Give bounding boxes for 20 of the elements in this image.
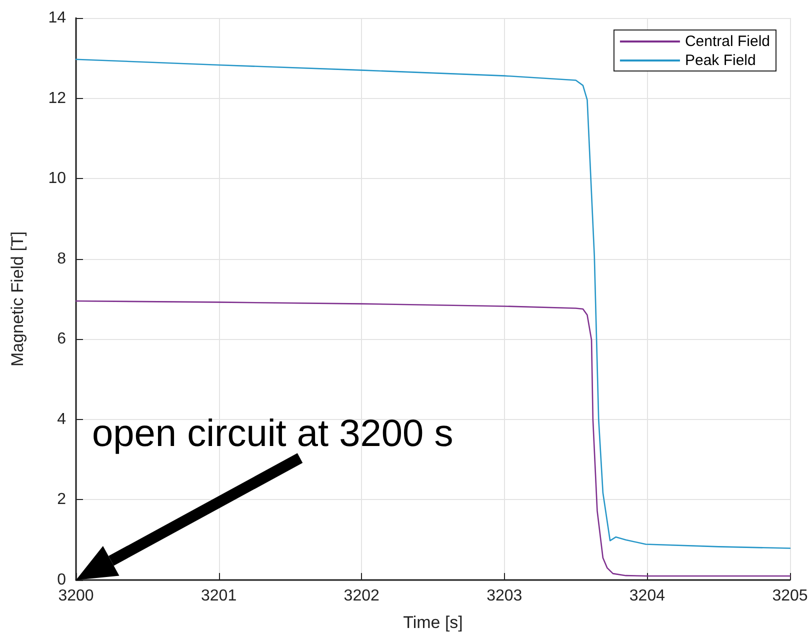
y-axis-title: Magnetic Field [T] (8, 231, 27, 367)
x-tick-label: 3203 (486, 588, 522, 604)
y-tick-label: 6 (57, 330, 66, 348)
y-tick-label: 12 (48, 90, 66, 107)
y-tick-label: 4 (57, 410, 66, 428)
x-tick-label: 3200 (58, 588, 94, 604)
y-tick-label: 14 (48, 10, 66, 26)
y-tick-label: 2 (57, 491, 66, 508)
x-axis-title: Time [s] (403, 613, 463, 632)
x-tick-label: 3201 (201, 588, 237, 604)
x-tick-label: 3204 (629, 588, 666, 604)
y-tick-label: 8 (57, 250, 66, 268)
y-tick-label: 10 (48, 170, 66, 188)
y-tick-label: 0 (57, 572, 66, 588)
x-tick-label: 3205 (772, 588, 808, 604)
line-series (75, 300, 791, 577)
annotation: open circuit at 3200 s (92, 413, 454, 455)
legend-label: Peak Field (684, 52, 756, 69)
legend-label: Central Field (684, 33, 770, 50)
x-tick-label: 3202 (344, 588, 380, 604)
